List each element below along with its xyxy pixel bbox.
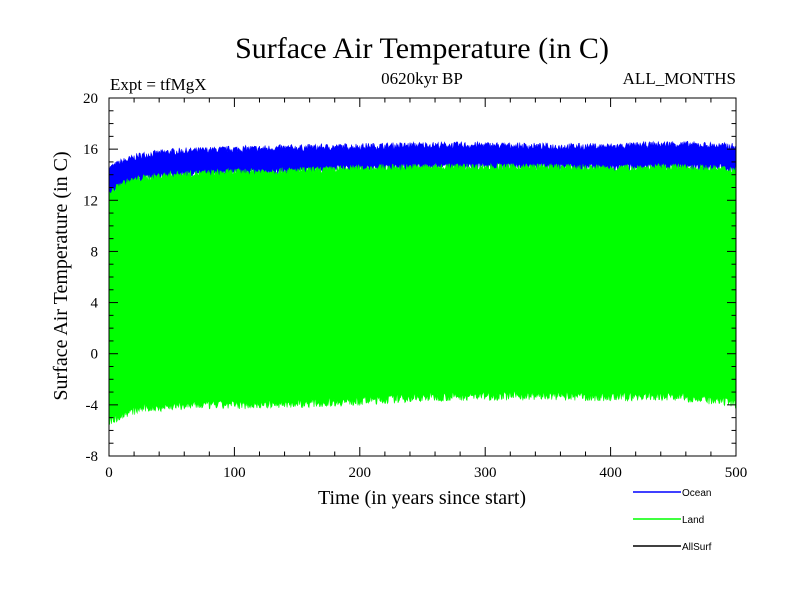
y-tick-label: 20	[83, 91, 98, 107]
legend-label-land: Land	[682, 515, 704, 526]
y-tick-label: -8	[86, 449, 99, 465]
x-tick-label: 300	[474, 465, 497, 481]
experiment-label: Expt = tfMgX	[110, 75, 206, 94]
legend: Ocean Land AllSurf	[633, 488, 712, 553]
x-tick-label: 400	[599, 465, 622, 481]
x-tick-label: 100	[223, 465, 246, 481]
chart-title: Surface Air Temperature (in C)	[235, 32, 609, 65]
tick-labels: 0 100 200 300 400 500 -8 -4 0 4 8 12 16 20	[83, 91, 747, 481]
period-label: 0620kyr BP	[381, 69, 463, 88]
y-tick-label: 16	[83, 142, 99, 158]
plot-area	[108, 97, 737, 457]
y-tick-label: 12	[83, 193, 98, 209]
x-axis-label: Time (in years since start)	[318, 487, 526, 509]
y-tick-label: 4	[91, 296, 99, 312]
legend-label-ocean: Ocean	[682, 488, 711, 499]
x-tick-label: 200	[349, 465, 372, 481]
y-tick-label: 8	[91, 244, 99, 260]
x-tick-label: 500	[725, 465, 748, 481]
legend-label-allsurf: AllSurf	[682, 542, 712, 553]
series-band-land	[108, 162, 737, 425]
axis-ticks	[108, 97, 737, 457]
y-tick-label: -4	[86, 398, 99, 414]
x-tick-label: 0	[105, 465, 113, 481]
y-tick-label: 0	[91, 347, 99, 363]
y-axis-label: Surface Air Temperature (in C)	[50, 151, 72, 400]
months-label: ALL_MONTHS	[623, 69, 736, 88]
